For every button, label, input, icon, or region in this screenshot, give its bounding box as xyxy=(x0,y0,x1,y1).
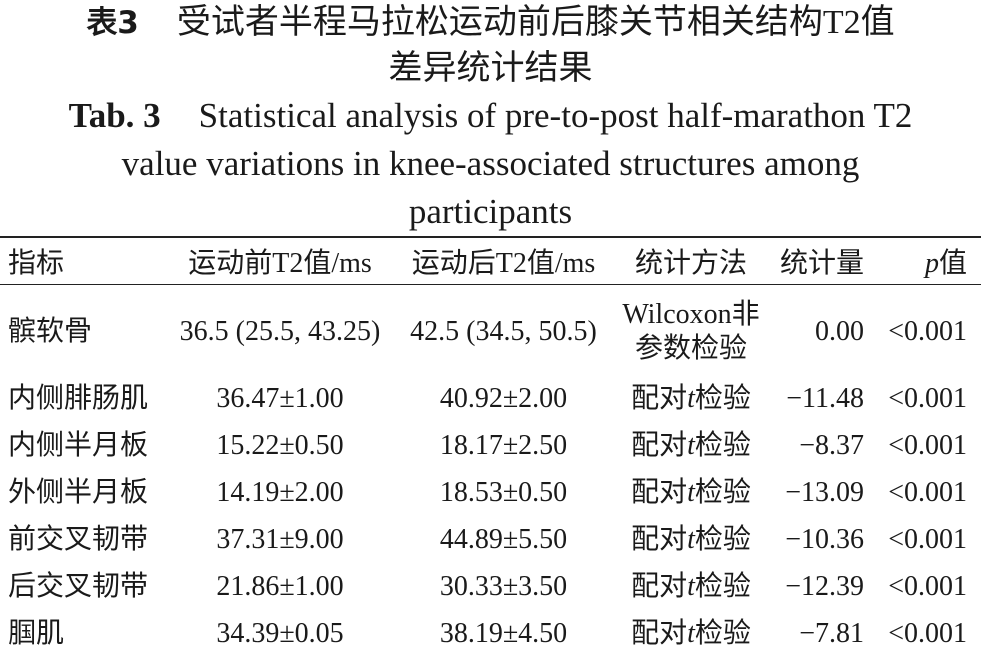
table-cell: 36.5 (25.5, 43.25) xyxy=(165,285,395,376)
table-cell: −7.81 xyxy=(770,610,870,657)
table-cell: <0.001 xyxy=(870,469,981,516)
table-cell: 44.89±5.50 xyxy=(395,516,612,563)
table-cell: 30.33±3.50 xyxy=(395,563,612,610)
table-cell: 前交叉韧带 xyxy=(0,516,165,563)
table-cell: −10.36 xyxy=(770,516,870,563)
table-cell: <0.001 xyxy=(870,285,981,376)
table-cell: −8.37 xyxy=(770,422,870,469)
caption-line: 表3 受试者半程马拉松运动前后膝关节相关结构T2值 xyxy=(0,0,981,46)
table-cell: <0.001 xyxy=(870,610,981,657)
table-cell: 配对t检验 xyxy=(612,516,770,563)
table-cell: 外侧半月板 xyxy=(0,469,165,516)
table-cell: 配对t检验 xyxy=(612,422,770,469)
header-cell: 运动后T2值/ms xyxy=(395,237,612,285)
table-cell: 42.5 (34.5, 50.5) xyxy=(395,285,612,376)
table-cell: 14.19±2.00 xyxy=(165,469,395,516)
table-cell: 0.00 xyxy=(770,285,870,376)
caption-text: participants xyxy=(0,188,981,236)
caption-text: Statistical analysis of pre-to-post half… xyxy=(199,96,913,135)
table-cell: 配对t检验 xyxy=(612,375,770,422)
table-cell: 40.92±2.00 xyxy=(395,375,612,422)
table-cell: 内侧腓肠肌 xyxy=(0,375,165,422)
table-cell: 21.86±1.00 xyxy=(165,563,395,610)
table-cell: 配对t检验 xyxy=(612,563,770,610)
table-cell: <0.001 xyxy=(870,516,981,563)
table-cell: 配对t检验 xyxy=(612,610,770,657)
caption-label: Tab. 3 xyxy=(69,96,161,135)
caption-text: 差异统计结果 xyxy=(0,46,981,92)
table-cell: <0.001 xyxy=(870,375,981,422)
table-cell: 后交叉韧带 xyxy=(0,563,165,610)
table-cell: 36.47±1.00 xyxy=(165,375,395,422)
caption-text: value variations in knee-associated stru… xyxy=(0,140,981,188)
header-cell: 统计量 xyxy=(770,237,870,285)
header-cell: 指标 xyxy=(0,237,165,285)
table-cell: 腘肌 xyxy=(0,610,165,657)
table-cell: <0.001 xyxy=(870,422,981,469)
table-cell: 内侧半月板 xyxy=(0,422,165,469)
caption-en: Tab. 3 Statistical analysis of pre-to-pos… xyxy=(0,92,981,236)
table-cell: 34.39±0.05 xyxy=(165,610,395,657)
table-cell: Wilcoxon非参数检验 xyxy=(612,285,770,376)
caption-line: Tab. 3 Statistical analysis of pre-to-pos… xyxy=(0,92,981,140)
caption-label: 表3 xyxy=(86,5,139,41)
table-cell: 18.53±0.50 xyxy=(395,469,612,516)
table-cell: 18.17±2.50 xyxy=(395,422,612,469)
header-cell: 运动前T2值/ms xyxy=(165,237,395,285)
caption-text: 受试者半程马拉松运动前后膝关节相关结构T2值 xyxy=(177,4,895,41)
table-cell: 38.19±4.50 xyxy=(395,610,612,657)
header-cell: p值 xyxy=(870,237,981,285)
table-cell: 37.31±9.00 xyxy=(165,516,395,563)
table-cell: 配对t检验 xyxy=(612,469,770,516)
table-cell: 髌软骨 xyxy=(0,285,165,376)
table-cell: −11.48 xyxy=(770,375,870,422)
header-cell: 统计方法 xyxy=(612,237,770,285)
table-cell: −12.39 xyxy=(770,563,870,610)
table-cell: 15.22±0.50 xyxy=(165,422,395,469)
caption-cn: 表3 受试者半程马拉松运动前后膝关节相关结构T2值 差异统计结果 xyxy=(0,0,981,92)
table-cell: <0.001 xyxy=(870,563,981,610)
table-cell: −13.09 xyxy=(770,469,870,516)
